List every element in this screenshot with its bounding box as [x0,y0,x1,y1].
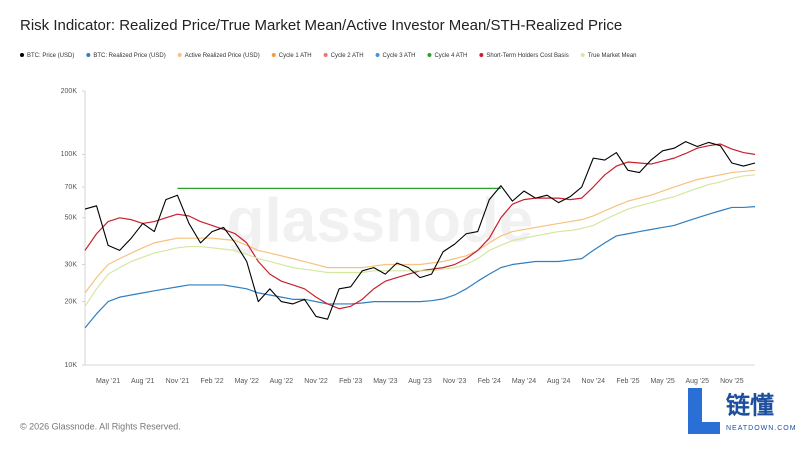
legend-swatch [323,53,328,57]
legend-swatch [479,53,484,57]
series-line [84,169,756,294]
legend-swatch [86,53,91,57]
legend-swatch [427,53,432,57]
legend-label: BTC: Realized Price (USD) [93,53,165,59]
watermark: glassnode [227,186,534,255]
legend-item: Cycle 4 ATH [427,53,467,59]
legend-swatch [20,53,24,57]
x-tick-label: Aug '22 [270,378,294,385]
chart-title: Risk Indicator: Realized Price/True Mark… [20,17,622,34]
x-tick-label: May '23 [373,378,397,385]
x-tick-label: May '25 [650,378,674,385]
x-tick-label: Aug '23 [408,378,432,385]
legend-item: Cycle 3 ATH [375,53,416,59]
logo-name: 链懂 [726,391,774,419]
x-tick-label: May '24 [512,378,536,385]
legend-label: Cycle 2 ATH [331,53,364,59]
y-tick-label: 100K [61,151,78,158]
x-tick-label: Nov '23 [443,378,467,385]
legend-item: BTC: Price (USD) [20,53,74,59]
legend-label: Short-Term Holders Cost Basis [486,53,568,59]
series-line [84,206,756,329]
legend-label: Cycle 4 ATH [434,53,467,59]
legend-label: True Market Mean [588,53,637,59]
legend-swatch [375,53,380,57]
legend-swatch [271,53,276,57]
legend-swatch [580,53,585,57]
y-tick-label: 50K [65,215,78,222]
x-tick-label: Aug '24 [547,378,571,385]
legend-item: True Market Mean [580,53,637,59]
legend-label: BTC: Price (USD) [27,53,74,59]
legend-item: BTC: Realized Price (USD) [86,53,166,59]
x-tick-label: Nov '24 [582,378,606,385]
y-tick-label: 70K [65,184,78,191]
legend-item: Short-Term Holders Cost Basis [479,53,569,59]
y-tick-label: 10K [65,362,78,369]
legend-label: Cycle 3 ATH [383,53,416,59]
series-line [84,174,756,307]
footer: © 2026 Glassnode. All Rights Reserved. [20,421,181,431]
y-tick-label: 20K [65,298,78,305]
x-tick-label: May '21 [96,378,120,385]
series-line [84,141,756,320]
legend-swatch [177,53,182,57]
x-tick-label: Nov '25 [720,378,744,385]
x-tick-label: May '22 [235,378,259,385]
x-tick-label: Nov '22 [304,378,328,385]
legend-item: Cycle 2 ATH [323,53,364,59]
logo-site: NEATDOWN.COM [726,425,797,432]
x-tick-label: Aug '21 [131,378,155,385]
x-tick-label: Aug '25 [685,378,709,385]
logo: 链懂 NEATDOWN.COM [688,388,797,434]
x-tick-label: Feb '23 [339,378,362,385]
x-tick-label: Feb '24 [478,378,501,385]
legend-label: Cycle 1 ATH [279,53,312,59]
legend-label: Active Realized Price (USD) [185,53,260,59]
legend-item: Active Realized Price (USD) [177,53,260,59]
x-tick-label: Feb '22 [200,378,223,385]
x-tick-label: Feb '25 [616,378,639,385]
x-tick-label: Nov '21 [166,378,190,385]
legend-item: Cycle 1 ATH [271,53,312,59]
logo-mark [688,388,720,434]
y-tick-label: 200K [61,88,78,95]
y-tick-label: 30K [65,261,78,268]
